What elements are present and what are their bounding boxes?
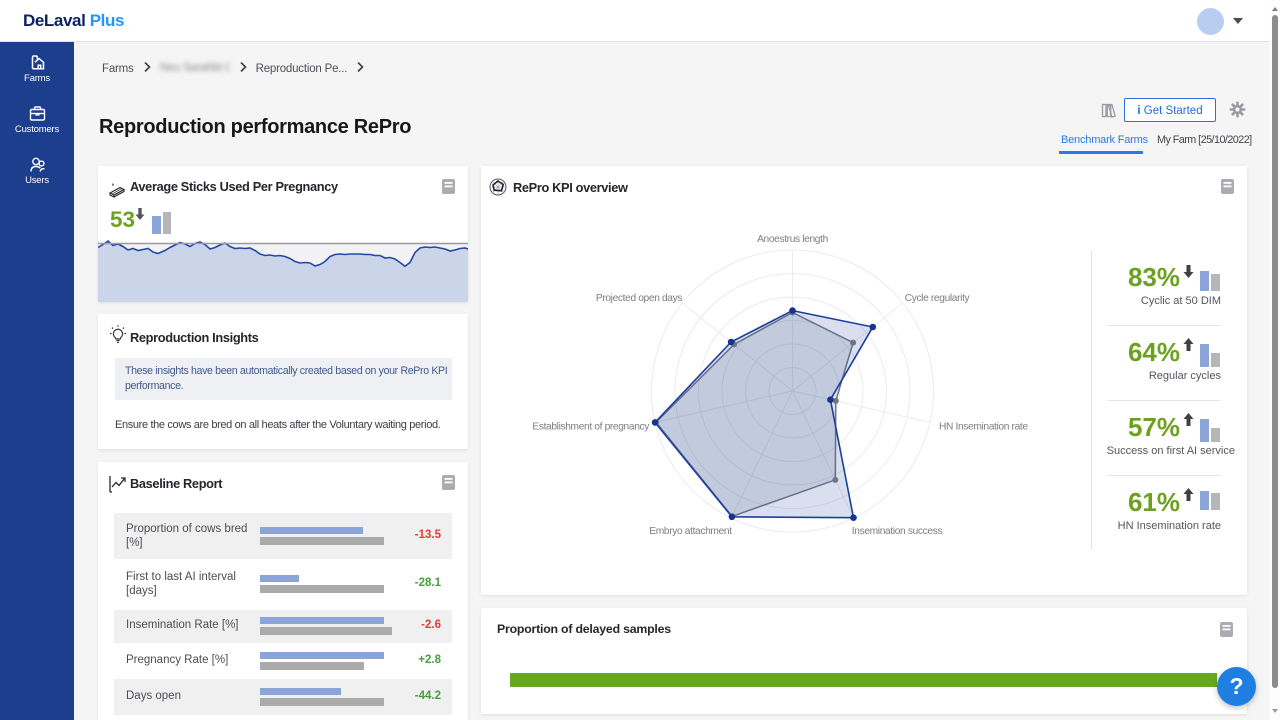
svg-text:Insemination success: Insemination success <box>852 526 943 537</box>
svg-text:HN Insemination rate: HN Insemination rate <box>939 422 1028 433</box>
svg-text:Anoestrus length: Anoestrus length <box>757 234 828 245</box>
svg-text:Establishment of pregnancy: Establishment of pregnancy <box>532 422 650 433</box>
svg-text:Embryo attachment: Embryo attachment <box>649 526 732 537</box>
svg-text:Cycle regularity: Cycle regularity <box>905 293 971 304</box>
svg-text:Projected open days: Projected open days <box>596 293 682 304</box>
